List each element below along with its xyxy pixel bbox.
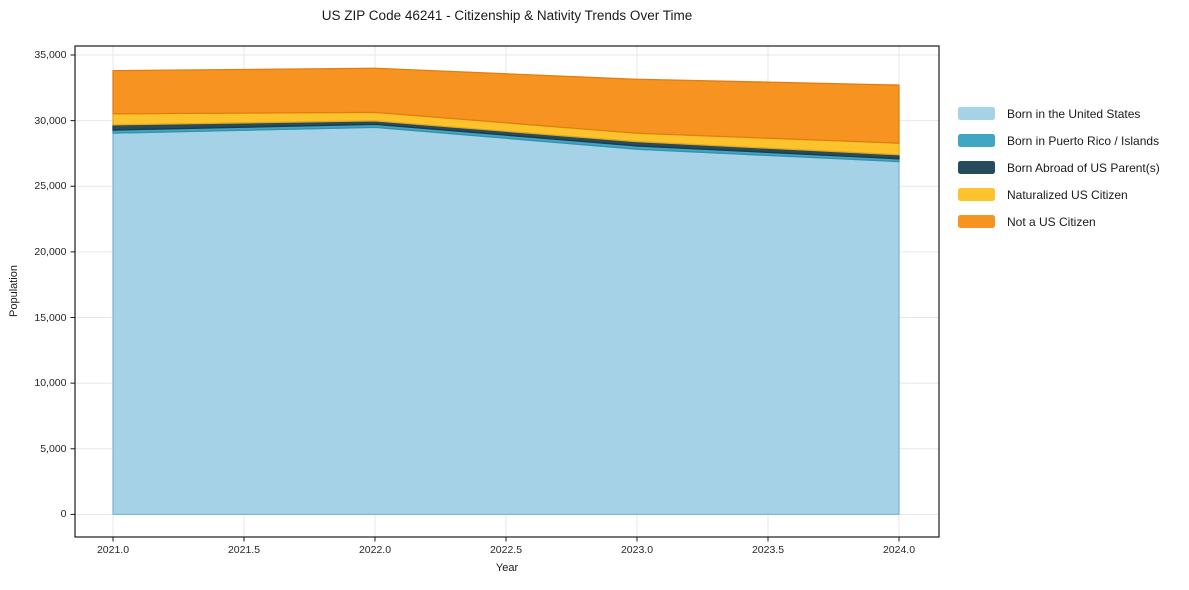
x-tick-label: 2021.5 (227, 544, 261, 556)
legend-swatch (958, 134, 995, 147)
legend-item: Born in Puerto Rico / Islands (958, 127, 1160, 154)
y-tick-label: 30,000 (34, 114, 67, 127)
chart-title: US ZIP Code 46241 - Citizenship & Nativi… (321, 8, 693, 23)
x-tick-label: 2024.0 (882, 544, 916, 556)
x-tick-label: 2023.0 (620, 544, 654, 556)
legend-swatch (958, 107, 995, 120)
legend-label: Born Abroad of US Parent(s) (1007, 160, 1160, 175)
x-tick-label: 2023.5 (751, 544, 785, 556)
y-tick-label: 25,000 (34, 180, 67, 193)
legend-swatch (958, 161, 995, 174)
x-tick-label: 2022.5 (489, 544, 523, 556)
x-tick-label: 2022.0 (358, 544, 392, 556)
y-tick-label: 15,000 (34, 311, 67, 324)
y-tick-label: 0 (60, 508, 67, 521)
legend-item: Born in the United States (958, 100, 1160, 127)
legend-swatch (958, 215, 995, 228)
legend-label: Naturalized US Citizen (1007, 187, 1128, 202)
y-tick-label: 10,000 (34, 377, 67, 390)
y-axis-title: Population (8, 265, 20, 317)
y-tick-label: 5,000 (40, 442, 67, 455)
area-born-in-the-united-states (112, 126, 900, 516)
legend-label: Born in the United States (1007, 106, 1141, 121)
legend-item: Naturalized US Citizen (958, 181, 1160, 208)
x-tick-label: 2021.0 (96, 544, 130, 556)
y-tick-label: 20,000 (34, 245, 67, 258)
area-not-a-us-citizen (112, 67, 900, 144)
y-tick-label: 35,000 (34, 49, 67, 61)
legend-item: Born Abroad of US Parent(s) (958, 154, 1160, 181)
legend-swatch (958, 188, 995, 201)
plot-border (74, 45, 940, 538)
legend-item: Not a US Citizen (958, 208, 1160, 235)
x-axis-title: Year (495, 562, 519, 574)
legend-label: Not a US Citizen (1007, 214, 1096, 229)
legend-label: Born in Puerto Rico / Islands (1007, 133, 1160, 148)
legend: Born in the United States Born in Puerto … (958, 100, 1160, 235)
